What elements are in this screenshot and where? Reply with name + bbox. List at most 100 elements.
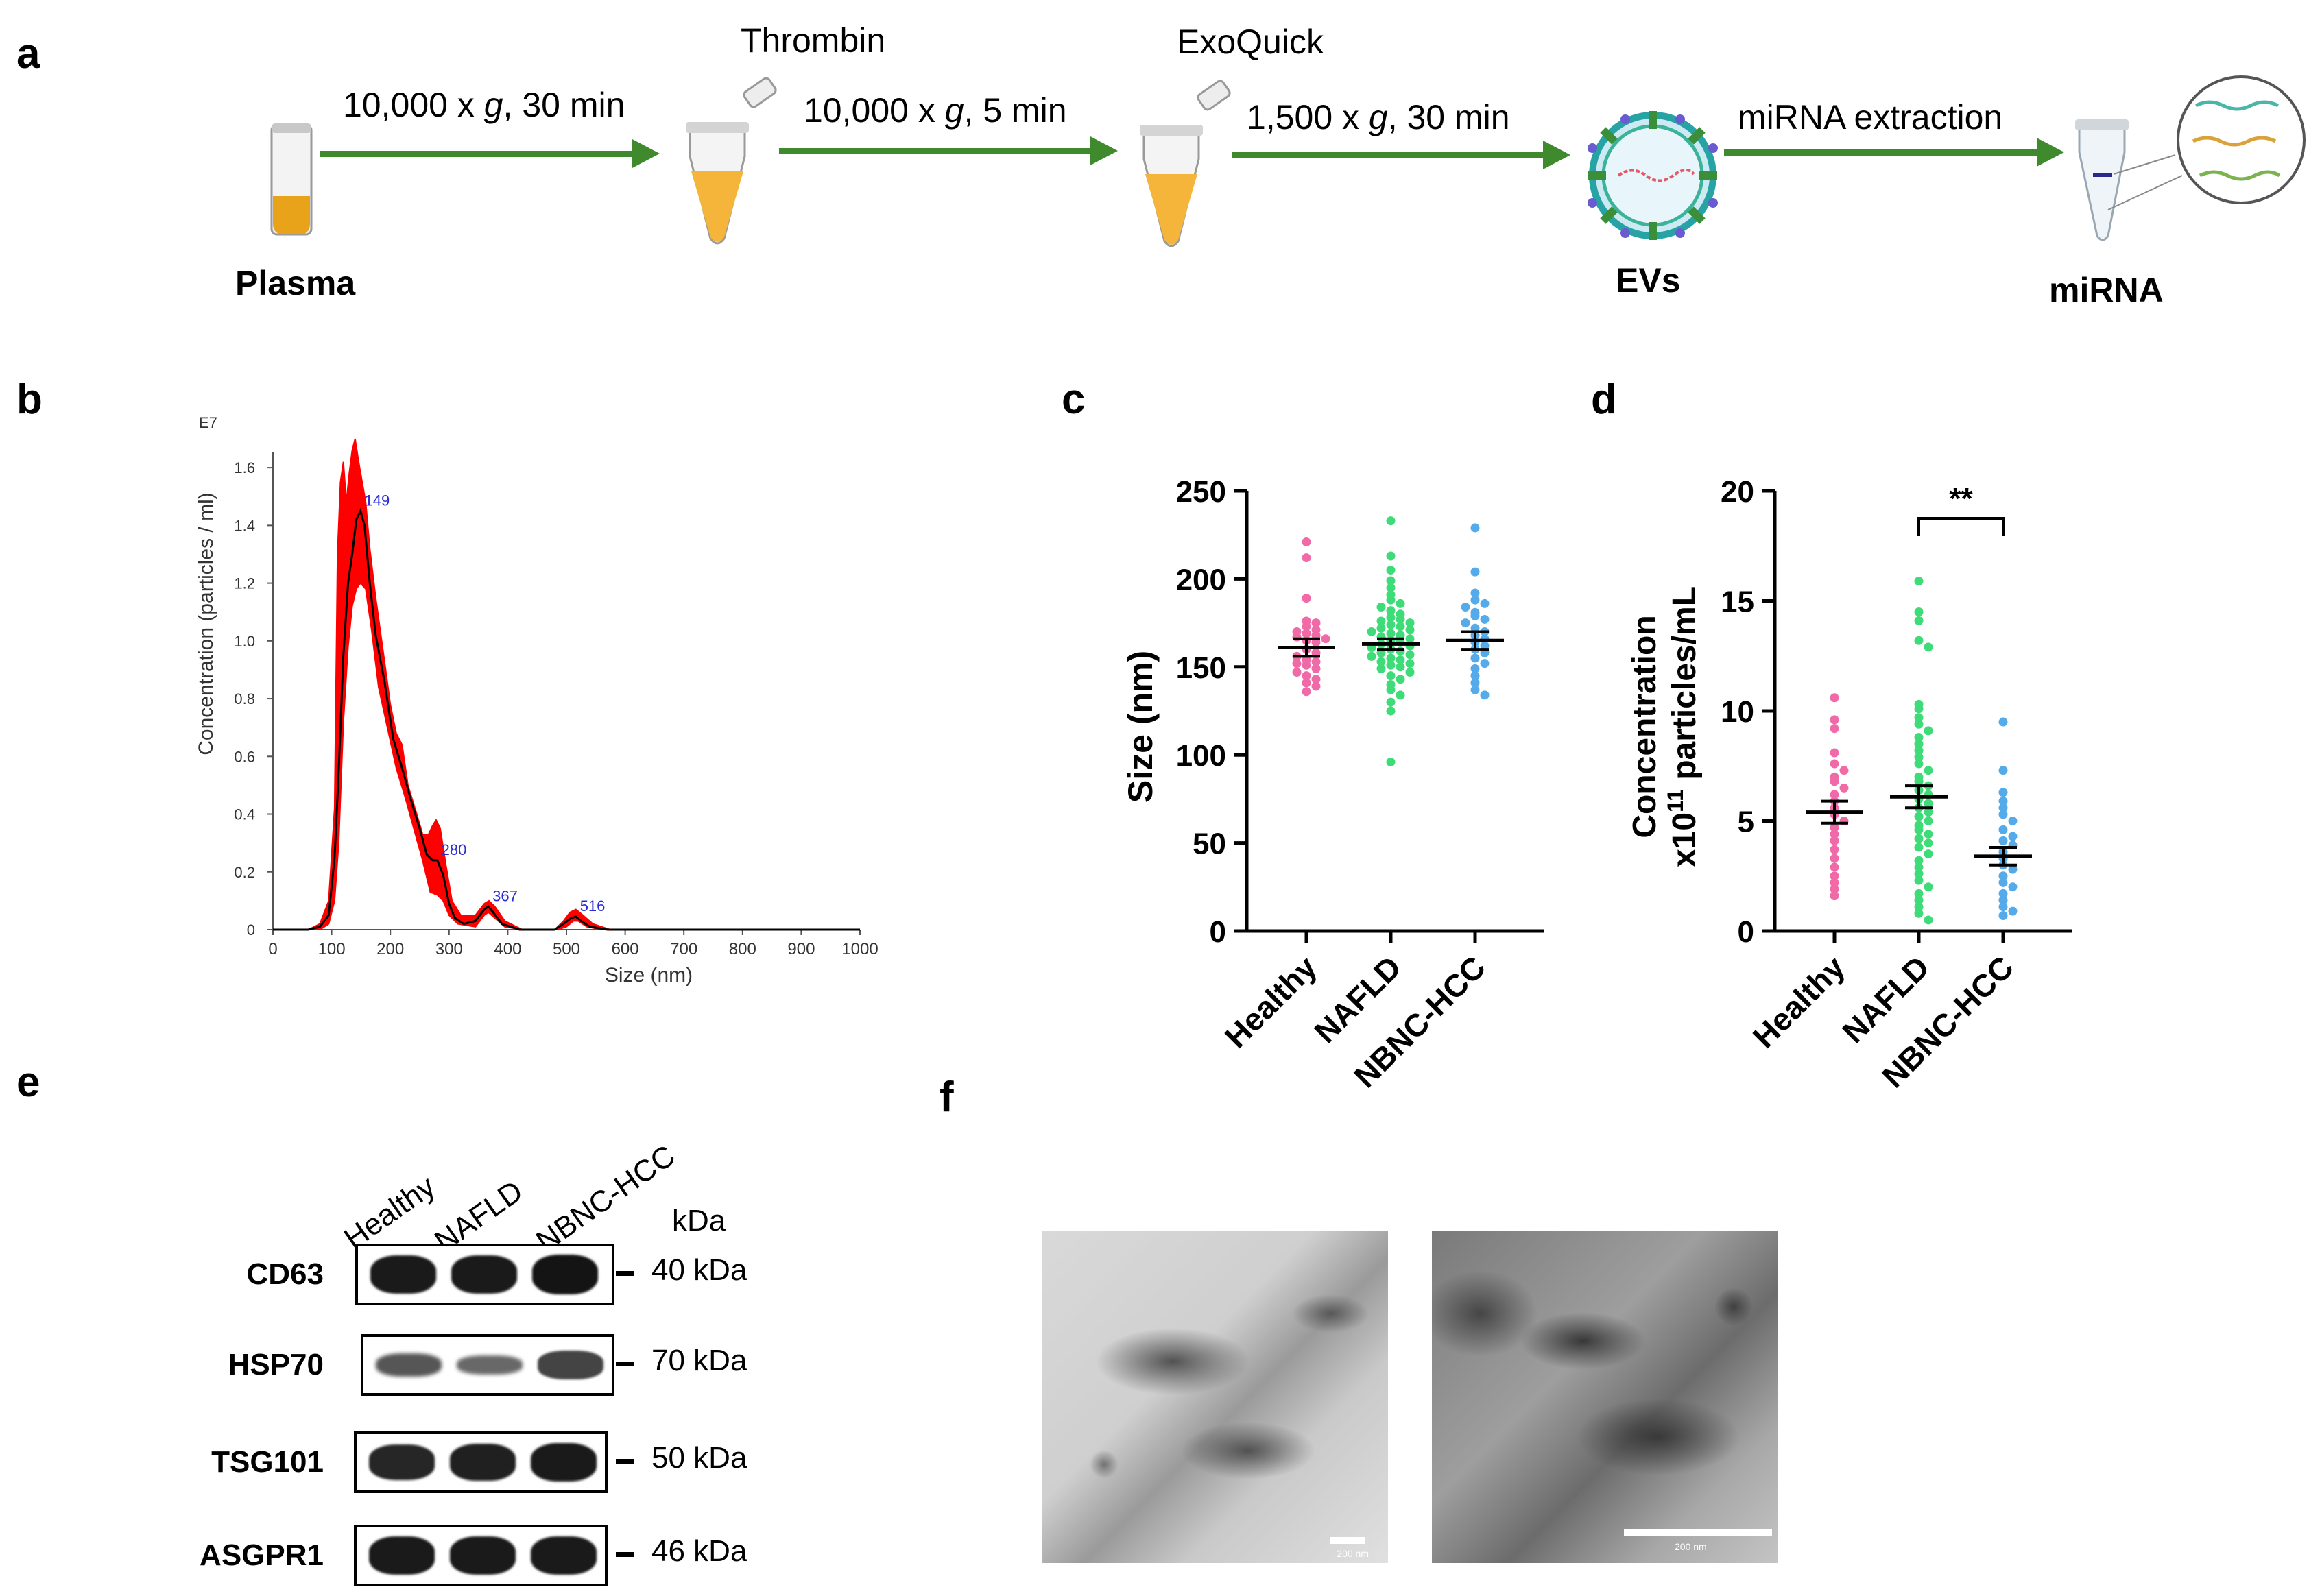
conc-point — [1830, 884, 1839, 894]
conc-point — [1830, 759, 1839, 769]
blot-strip — [354, 1431, 608, 1493]
workflow-arrow-1 — [320, 139, 660, 168]
size-y-tick-label: 100 — [1176, 739, 1226, 773]
tem-image-2: 200 nm — [1432, 1231, 1778, 1563]
ev-concentration-scatter-chart: Concentration x1011 particles/mL 0 5 10 15 2… — [1627, 475, 2072, 1094]
conc-point — [1914, 888, 1924, 898]
conc-point — [1998, 810, 2008, 819]
size-point — [1470, 671, 1480, 681]
size-point — [1386, 697, 1396, 707]
size-point — [1386, 685, 1396, 694]
nta-x-tick-label: 500 — [553, 940, 580, 958]
conc-point — [1839, 766, 1849, 775]
conc-point — [1914, 759, 1924, 769]
size-point — [1386, 551, 1396, 561]
conc-point — [1830, 724, 1839, 734]
lane-label: NBNC-HCC — [530, 1138, 682, 1259]
protein-band — [532, 1255, 598, 1294]
conc-point — [1914, 739, 1924, 749]
size-point — [1386, 620, 1396, 629]
panel-label-b: b — [16, 376, 43, 423]
nta-y-tick-label: 1.4 — [234, 517, 255, 534]
nta-y-tick-label: 0.2 — [234, 864, 255, 881]
conc-point — [1914, 616, 1924, 625]
tem-image-1: 200 nm — [1042, 1231, 1388, 1563]
size-y-tick-label: 150 — [1176, 651, 1226, 685]
molecular-weight-label: 50 kDa — [651, 1441, 747, 1475]
size-point — [1386, 706, 1396, 716]
size-point — [1405, 634, 1415, 644]
molecular-weight-label: 40 kDa — [651, 1253, 747, 1287]
size-point — [1321, 634, 1330, 644]
nta-y-tick-label: 1.0 — [234, 633, 255, 650]
evs-label: EVs — [1616, 261, 1681, 300]
conc-point — [1830, 715, 1839, 725]
nta-y-tick-label: 0.8 — [234, 690, 255, 708]
protein-band — [451, 1255, 517, 1294]
conc-point — [1914, 777, 1924, 786]
conc-point — [1914, 869, 1924, 879]
nta-x-axis-label: Size (nm) — [605, 964, 693, 987]
conc-point — [1830, 790, 1839, 799]
conc-point — [1914, 607, 1924, 617]
conc-significance-bracket — [1917, 517, 2005, 536]
panel-label-a: a — [16, 30, 40, 77]
workflow-arrow-2 — [779, 136, 1118, 165]
nta-y-tick-label: 0.6 — [234, 748, 255, 765]
size-point — [1480, 598, 1490, 608]
conc-point — [1998, 803, 2008, 812]
nta-peak-label: 149 — [365, 492, 390, 509]
size-point — [1405, 659, 1415, 668]
size-point — [1470, 523, 1480, 533]
kda-header: kDa — [672, 1204, 726, 1237]
conc-point — [1998, 766, 2008, 775]
conc-point — [1998, 871, 2008, 881]
arrow4-label: miRNA extraction — [1738, 98, 2003, 136]
size-point — [1480, 690, 1490, 700]
conc-point — [1830, 836, 1839, 845]
conc-point — [1924, 849, 1933, 859]
size-point — [1396, 675, 1405, 684]
size-point — [1311, 618, 1321, 628]
protein-band — [450, 1444, 516, 1481]
size-point — [1396, 598, 1405, 608]
marker-tick — [616, 1271, 634, 1276]
size-point — [1386, 629, 1396, 638]
size-point — [1386, 583, 1396, 592]
protein-label: TSG101 — [211, 1445, 324, 1479]
conc-point — [1998, 902, 2008, 912]
arrow2-label: 10,000 x g, 5 min — [804, 91, 1067, 130]
conc-point — [2008, 906, 2018, 916]
nta-x-tick-label: 100 — [318, 940, 346, 958]
conc-point — [1924, 915, 1933, 925]
size-point — [1470, 567, 1480, 577]
size-y-tick-label: 50 — [1193, 827, 1226, 861]
thrombin-label: Thrombin — [741, 21, 886, 60]
conc-point — [1914, 875, 1924, 885]
workflow-arrow-4 — [1724, 138, 2064, 167]
conc-point — [1924, 830, 1933, 839]
nta-x-tick-label: 1000 — [841, 940, 878, 958]
nta-x-tick-label: 200 — [376, 940, 404, 958]
size-point — [1480, 659, 1490, 668]
conc-point — [1924, 882, 1933, 892]
size-point — [1311, 664, 1321, 673]
size-point — [1302, 537, 1311, 546]
conc-point — [1998, 788, 2008, 797]
conc-point — [2008, 882, 2018, 892]
nta-y-axis-label: Concentration (particles / ml) — [195, 492, 217, 755]
mirna-label: miRNA — [2049, 271, 2164, 309]
size-point — [1386, 606, 1396, 616]
exoquick-label: ExoQuick — [1177, 23, 1324, 61]
conc-point — [1998, 911, 2008, 921]
protein-label: ASGPR1 — [200, 1538, 324, 1572]
nta-y-tick-label: 1.2 — [234, 575, 255, 592]
conc-point — [1914, 812, 1924, 821]
conc-y-tick-label: 0 — [1738, 915, 1754, 949]
nta-y-tick-label: 0 — [247, 921, 255, 939]
blot-strip — [354, 1525, 608, 1586]
protein-band — [369, 1444, 435, 1480]
size-point — [1302, 678, 1311, 688]
nta-mean-curve — [273, 508, 860, 931]
nta-x-tick-label: 900 — [787, 940, 815, 958]
